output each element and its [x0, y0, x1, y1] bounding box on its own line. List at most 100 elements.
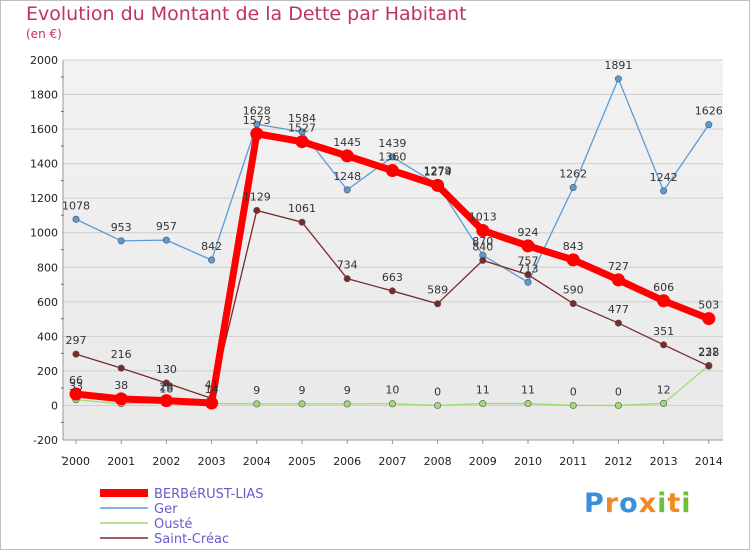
y-tick-label: 800	[37, 261, 58, 274]
data-label: 0	[615, 385, 622, 398]
x-tick-label: 2014	[695, 455, 723, 468]
data-point	[117, 237, 125, 245]
data-label: 1129	[243, 190, 271, 203]
data-point	[431, 178, 445, 192]
x-tick-label: 2009	[469, 455, 497, 468]
data-label: 606	[653, 281, 674, 294]
data-label: 843	[563, 240, 584, 253]
legend-label: Ousté	[154, 517, 192, 532]
x-tick-label: 2010	[514, 455, 542, 468]
series-group	[69, 75, 716, 410]
data-point	[434, 401, 442, 409]
data-point	[569, 300, 577, 308]
data-point	[611, 273, 625, 287]
y-tick-label: 1200	[30, 192, 58, 205]
data-point	[660, 187, 668, 195]
data-point	[705, 121, 713, 129]
data-label: 14	[205, 383, 219, 396]
y-tick-label: -200	[33, 434, 58, 447]
data-label: 1527	[288, 122, 316, 135]
data-point	[253, 400, 261, 408]
data-label: 232	[698, 345, 719, 358]
data-point	[476, 223, 490, 237]
x-tick-label: 2007	[378, 455, 406, 468]
data-label: 1279	[424, 165, 452, 178]
data-label: 924	[518, 226, 539, 239]
y-tick-label: 200	[37, 365, 58, 378]
x-tick-label: 2006	[333, 455, 361, 468]
data-point	[479, 256, 487, 264]
data-label: 216	[111, 348, 132, 361]
data-label: 12	[657, 383, 671, 396]
data-point	[569, 183, 577, 191]
data-label: 1439	[378, 137, 406, 150]
logo-letter: r	[604, 488, 620, 519]
data-label: 9	[253, 384, 260, 397]
data-label: 228	[698, 346, 719, 359]
data-label: 713	[518, 262, 539, 275]
data-point	[208, 256, 216, 264]
y-tick-label: 1400	[30, 158, 58, 171]
data-label: 727	[608, 260, 629, 273]
legend-label: Ger	[154, 502, 178, 517]
chart-unit: (en €)	[26, 27, 62, 41]
data-point	[72, 350, 80, 358]
data-label: 10	[385, 384, 399, 397]
data-point	[614, 75, 622, 83]
x-tick-label: 2001	[107, 455, 135, 468]
x-tick-label: 2000	[62, 455, 90, 468]
data-point	[343, 275, 351, 283]
data-point	[521, 239, 535, 253]
y-tick-label: 0	[51, 399, 58, 412]
grid	[63, 59, 723, 441]
data-label: 11	[476, 384, 490, 397]
data-label: 1626	[695, 105, 723, 118]
plot-area	[63, 60, 723, 440]
data-point	[614, 319, 622, 327]
data-point	[705, 362, 713, 370]
data-point	[660, 399, 668, 407]
data-point	[69, 387, 83, 401]
x-tick-label: 2004	[243, 455, 271, 468]
data-label: 1061	[288, 202, 316, 215]
data-label: 41	[205, 378, 219, 391]
data-label: 1445	[333, 136, 361, 149]
x-tick-label: 2002	[152, 455, 180, 468]
y-tick-label: 2000	[30, 54, 58, 67]
data-point	[340, 149, 354, 163]
data-label: 1262	[559, 167, 587, 180]
data-point	[253, 206, 261, 214]
data-point	[388, 287, 396, 295]
data-label: 840	[472, 240, 493, 253]
data-label: 38	[114, 379, 128, 392]
data-label: 1584	[288, 112, 316, 125]
legend-label: Saint-Créac	[154, 532, 229, 547]
data-label: 1013	[469, 210, 497, 223]
data-point	[298, 218, 306, 226]
data-point	[660, 341, 668, 349]
data-point	[343, 400, 351, 408]
data-label: 1891	[604, 59, 632, 72]
data-point	[566, 253, 580, 267]
data-label: 1274	[424, 165, 452, 178]
data-point	[117, 364, 125, 372]
data-label: 1573	[243, 114, 271, 127]
data-label: 757	[518, 255, 539, 268]
data-point	[524, 278, 532, 286]
data-point	[657, 294, 671, 308]
x-tick-label: 2013	[650, 455, 678, 468]
data-label: 957	[156, 220, 177, 233]
y-tick-label: 400	[37, 330, 58, 343]
data-label: 953	[111, 221, 132, 234]
data-point	[162, 379, 170, 387]
logo-letter: t	[667, 488, 682, 519]
data-point	[114, 392, 128, 406]
data-point	[295, 135, 309, 149]
y-tick-label: 1800	[30, 89, 58, 102]
data-label: 870	[472, 235, 493, 248]
data-label: 9	[299, 384, 306, 397]
data-point	[385, 164, 399, 178]
data-label: 0	[570, 385, 577, 398]
data-label: 503	[698, 299, 719, 312]
